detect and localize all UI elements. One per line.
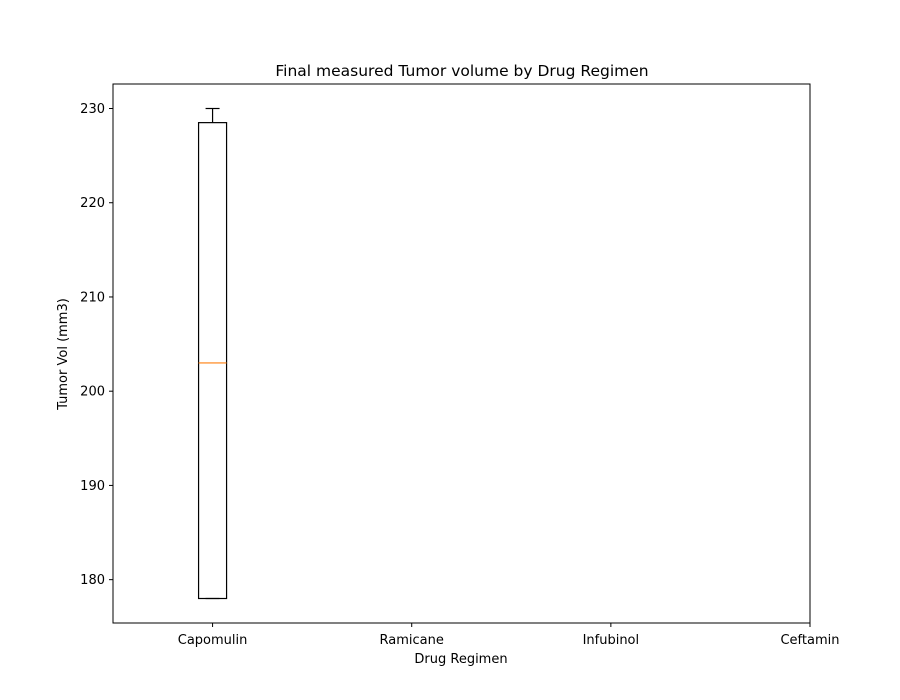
y-tick-label: 200 <box>80 385 105 400</box>
x-tick-label: Infubinol <box>583 633 640 648</box>
y-axis: 180 190 200 210 220 230 <box>80 102 113 588</box>
y-tick-label: 190 <box>80 479 105 494</box>
plot-area <box>197 107 228 600</box>
y-tick-label: 230 <box>80 102 105 117</box>
x-tick-label: Capomulin <box>178 633 248 648</box>
x-tick-label: Ceftamin <box>780 633 839 648</box>
y-tick-label: 180 <box>80 573 105 588</box>
y-tick-label: 210 <box>80 290 105 305</box>
x-axis-label: Drug Regimen <box>414 652 507 667</box>
chart-title: Final measured Tumor volume by Drug Regi… <box>275 62 648 80</box>
y-tick-label: 220 <box>80 196 105 211</box>
box-body <box>197 122 228 600</box>
x-axis: Capomulin Ramicane Infubinol Ceftamin <box>178 623 840 648</box>
plot-frame <box>112 83 811 624</box>
y-axis-label: Tumor Vol (mm3) <box>56 298 71 411</box>
x-tick-label: Ramicane <box>380 633 444 648</box>
